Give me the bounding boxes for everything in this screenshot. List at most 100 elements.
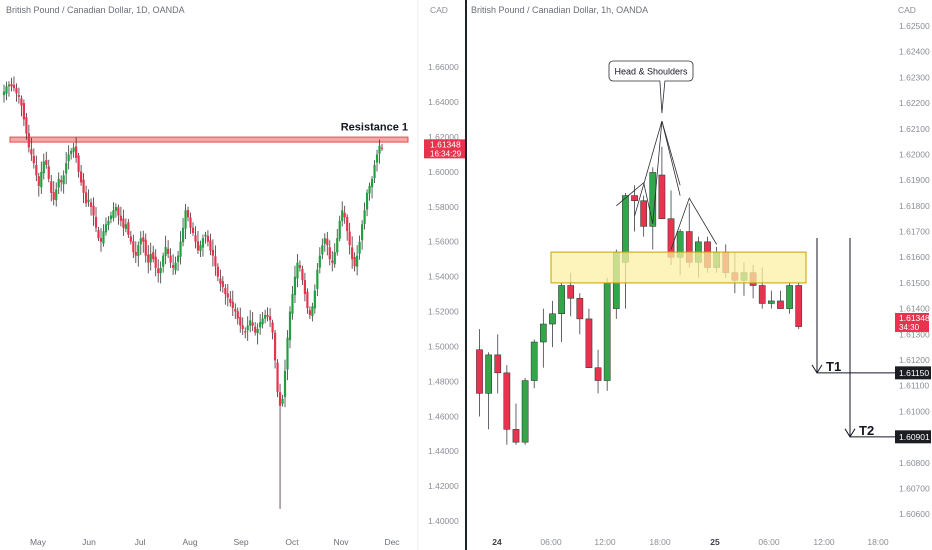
left-candle-90 (226, 293, 229, 298)
left-candle-83 (209, 240, 212, 251)
left-x-tick-7: Dec (384, 537, 400, 547)
left-candle-87 (219, 278, 222, 284)
left-candle-91 (229, 298, 232, 303)
left-candle-135 (338, 220, 341, 239)
left-candle-50 (127, 222, 130, 235)
right-candle-5 (521, 380, 529, 443)
left-candle-129 (323, 238, 326, 244)
left-x-tick-6: Nov (333, 537, 349, 547)
left-candle-141 (353, 256, 356, 267)
left-candle-111 (278, 392, 282, 406)
left-candle-68 (172, 265, 175, 268)
left-candle-52 (132, 241, 135, 253)
left-candle-8 (22, 103, 25, 120)
right-candle-2 (494, 354, 502, 374)
left-candle-84 (211, 249, 214, 256)
left-countdown: 16:34:29 (430, 149, 462, 158)
left-candle-102 (256, 329, 259, 334)
left-daily-chart[interactable]: 1.66000 1.64000 1.62000 1.60000 1.58000 1.560… (0, 0, 465, 550)
right-currency-label: CAD (898, 5, 916, 15)
right-candle-11 (576, 298, 584, 320)
right-x-tick-4: 25 (710, 537, 720, 547)
left-candle-152 (380, 147, 384, 149)
left-candle-124 (311, 306, 314, 316)
left-candle-118 (296, 262, 299, 279)
right-y-tick-19: 1.60600 (899, 509, 930, 519)
right-last-price: 1.61348 (899, 313, 930, 323)
left-candle-55 (139, 238, 142, 245)
left-candle-128 (321, 245, 324, 255)
right-y-tick-17: 1.60800 (899, 458, 930, 468)
right-y-tick-7: 1.61800 (899, 201, 930, 211)
left-candle-28 (72, 147, 75, 152)
left-y-tick-8: 1.50000 (428, 341, 459, 351)
left-candle-114 (286, 337, 289, 370)
hs-left-side (616, 120, 681, 224)
left-candle-112 (281, 398, 284, 404)
left-candle-41 (104, 224, 108, 233)
right-candle-14 (603, 282, 611, 381)
left-candle-24 (62, 175, 65, 185)
left-candle-53 (134, 251, 137, 256)
left-candle-12 (32, 155, 35, 164)
left-candle-113 (283, 370, 287, 398)
left-y-tick-4: 1.58000 (428, 202, 459, 212)
left-candle-95 (239, 316, 242, 326)
right-hourly-chart[interactable]: 1.62500 1.62400 1.62300 1.62200 1.62100 1.620… (467, 0, 932, 550)
left-y-tick-10: 1.46000 (428, 411, 459, 421)
left-candle-126 (316, 269, 319, 289)
left-candle-56 (142, 237, 145, 242)
left-candle-117 (293, 276, 297, 296)
left-candle-80 (201, 238, 205, 248)
left-candle-133 (333, 252, 336, 265)
left-candle-89 (224, 288, 227, 295)
right-y-tick-2: 1.62300 (899, 72, 930, 82)
left-candle-85 (214, 256, 217, 267)
left-candle-149 (373, 164, 376, 179)
left-candle-70 (176, 255, 180, 262)
left-candle-13 (35, 164, 38, 176)
left-candle-110 (276, 362, 279, 392)
left-candle-63 (159, 267, 162, 274)
left-candle-44 (112, 210, 115, 219)
left-candle-143 (358, 241, 361, 254)
left-last-price: 1.61348 (430, 139, 461, 149)
left-candle-76 (191, 227, 195, 233)
left-candle-54 (137, 245, 140, 257)
left-candle-105 (264, 315, 267, 319)
left-candle-137 (343, 212, 346, 218)
left-candle-31 (79, 171, 83, 183)
left-candle-98 (246, 325, 249, 331)
left-candle-125 (313, 290, 316, 309)
hs-callout-joint (660, 79, 665, 82)
hs-callout-box (608, 60, 694, 82)
left-candle-9 (25, 117, 28, 134)
right-y-tick-8: 1.61700 (899, 227, 930, 237)
left-candle-32 (82, 179, 85, 193)
right-y-tick-11: 1.61400 (899, 304, 930, 314)
left-candle-7 (20, 98, 23, 106)
right-candle-9 (558, 285, 565, 314)
right-candle-8 (549, 313, 556, 325)
left-candle-94 (236, 311, 239, 319)
left-candle-33 (84, 192, 88, 204)
right-y-tick-10: 1.61500 (899, 278, 930, 288)
left-candle-131 (328, 247, 331, 260)
left-candle-81 (204, 234, 207, 237)
left-candle-17 (45, 160, 48, 165)
right-candle-1 (485, 354, 492, 394)
left-candle-107 (268, 316, 272, 321)
target-price-1: 1.61150 (899, 368, 929, 378)
right-candle-35 (795, 285, 803, 327)
right-y-tick-5: 1.62000 (899, 149, 930, 159)
left-candle-20 (52, 192, 55, 200)
right-y-tick-1: 1.62400 (899, 47, 930, 57)
left-candle-139 (348, 231, 351, 246)
pane-divider[interactable] (465, 0, 467, 550)
resistance-label: Resistance 1 (341, 122, 408, 134)
left-candle-100 (251, 322, 254, 326)
left-candle-92 (231, 301, 234, 309)
right-candle-0 (476, 349, 483, 394)
right-x-tick-2: 12:00 (594, 537, 616, 547)
left-candle-61 (154, 256, 157, 268)
